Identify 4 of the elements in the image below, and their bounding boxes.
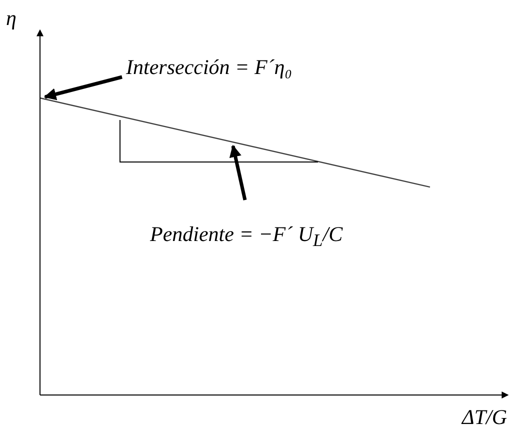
text: Intersección = F´η₀: [126, 55, 292, 80]
annotation: Pendiente = −F´ U$_{L}$/C: [150, 222, 343, 252]
x-axis-title: ΔT/G: [462, 405, 508, 430]
y-axis-title: η: [6, 6, 16, 31]
